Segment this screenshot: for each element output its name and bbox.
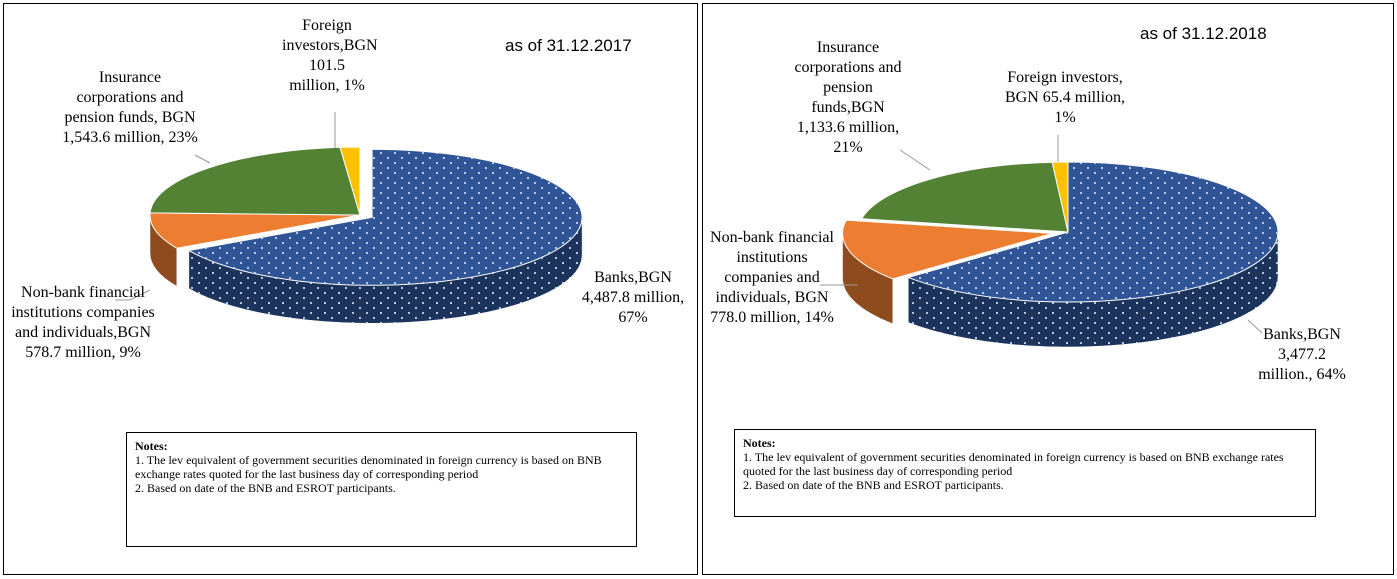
slice [339,146,361,216]
data-label: Insurance corporations and pension funds… [62,69,198,146]
data-label: Non-bank financial institutions companie… [11,284,155,361]
leader-lines [115,112,1263,334]
data-label: Foreign investors, BGN 65.4 million, 1% [1005,69,1126,126]
notes-box: Notes: 1. The lev equivalent of governmen… [734,429,1316,517]
data-label: Foreign investors,BGN 101.5 million, 1% [282,17,378,94]
data-label: Non-bank financial institutions companie… [710,229,834,326]
slice [149,146,361,216]
slice [149,212,361,249]
note-item: 1. The lev equivalent of government secu… [135,453,602,481]
note-item: 2. Based on date of the BNB and ESROT pa… [743,478,1004,492]
slice-texture [188,217,583,324]
slice [1051,161,1069,233]
slice [860,161,1069,233]
data-label: Banks,BGN 3,477.2 million., 64% [1258,326,1346,383]
panel [3,3,698,575]
notes-title: Notes: [135,439,168,453]
chart-title: as of 31.12.2018 [1140,24,1267,43]
notes-box: Notes: 1. The lev equivalent of governmen… [126,432,637,547]
slice-texture [908,232,1278,347]
chart-title: as of 31.12.2017 [505,36,632,55]
data-label: Insurance corporations and pension funds… [794,39,902,156]
slice-texture [188,149,583,286]
data-label: Banks,BGN 4,487.8 million, 67% [581,269,685,326]
slice [842,219,1053,280]
note-item: 1. The lev equivalent of government secu… [743,450,1284,478]
notes-title: Notes: [743,436,776,450]
panel [702,3,1394,575]
note-item: 2. Based on date of the BNB and ESROT pa… [135,481,396,495]
slice-texture [908,162,1278,302]
